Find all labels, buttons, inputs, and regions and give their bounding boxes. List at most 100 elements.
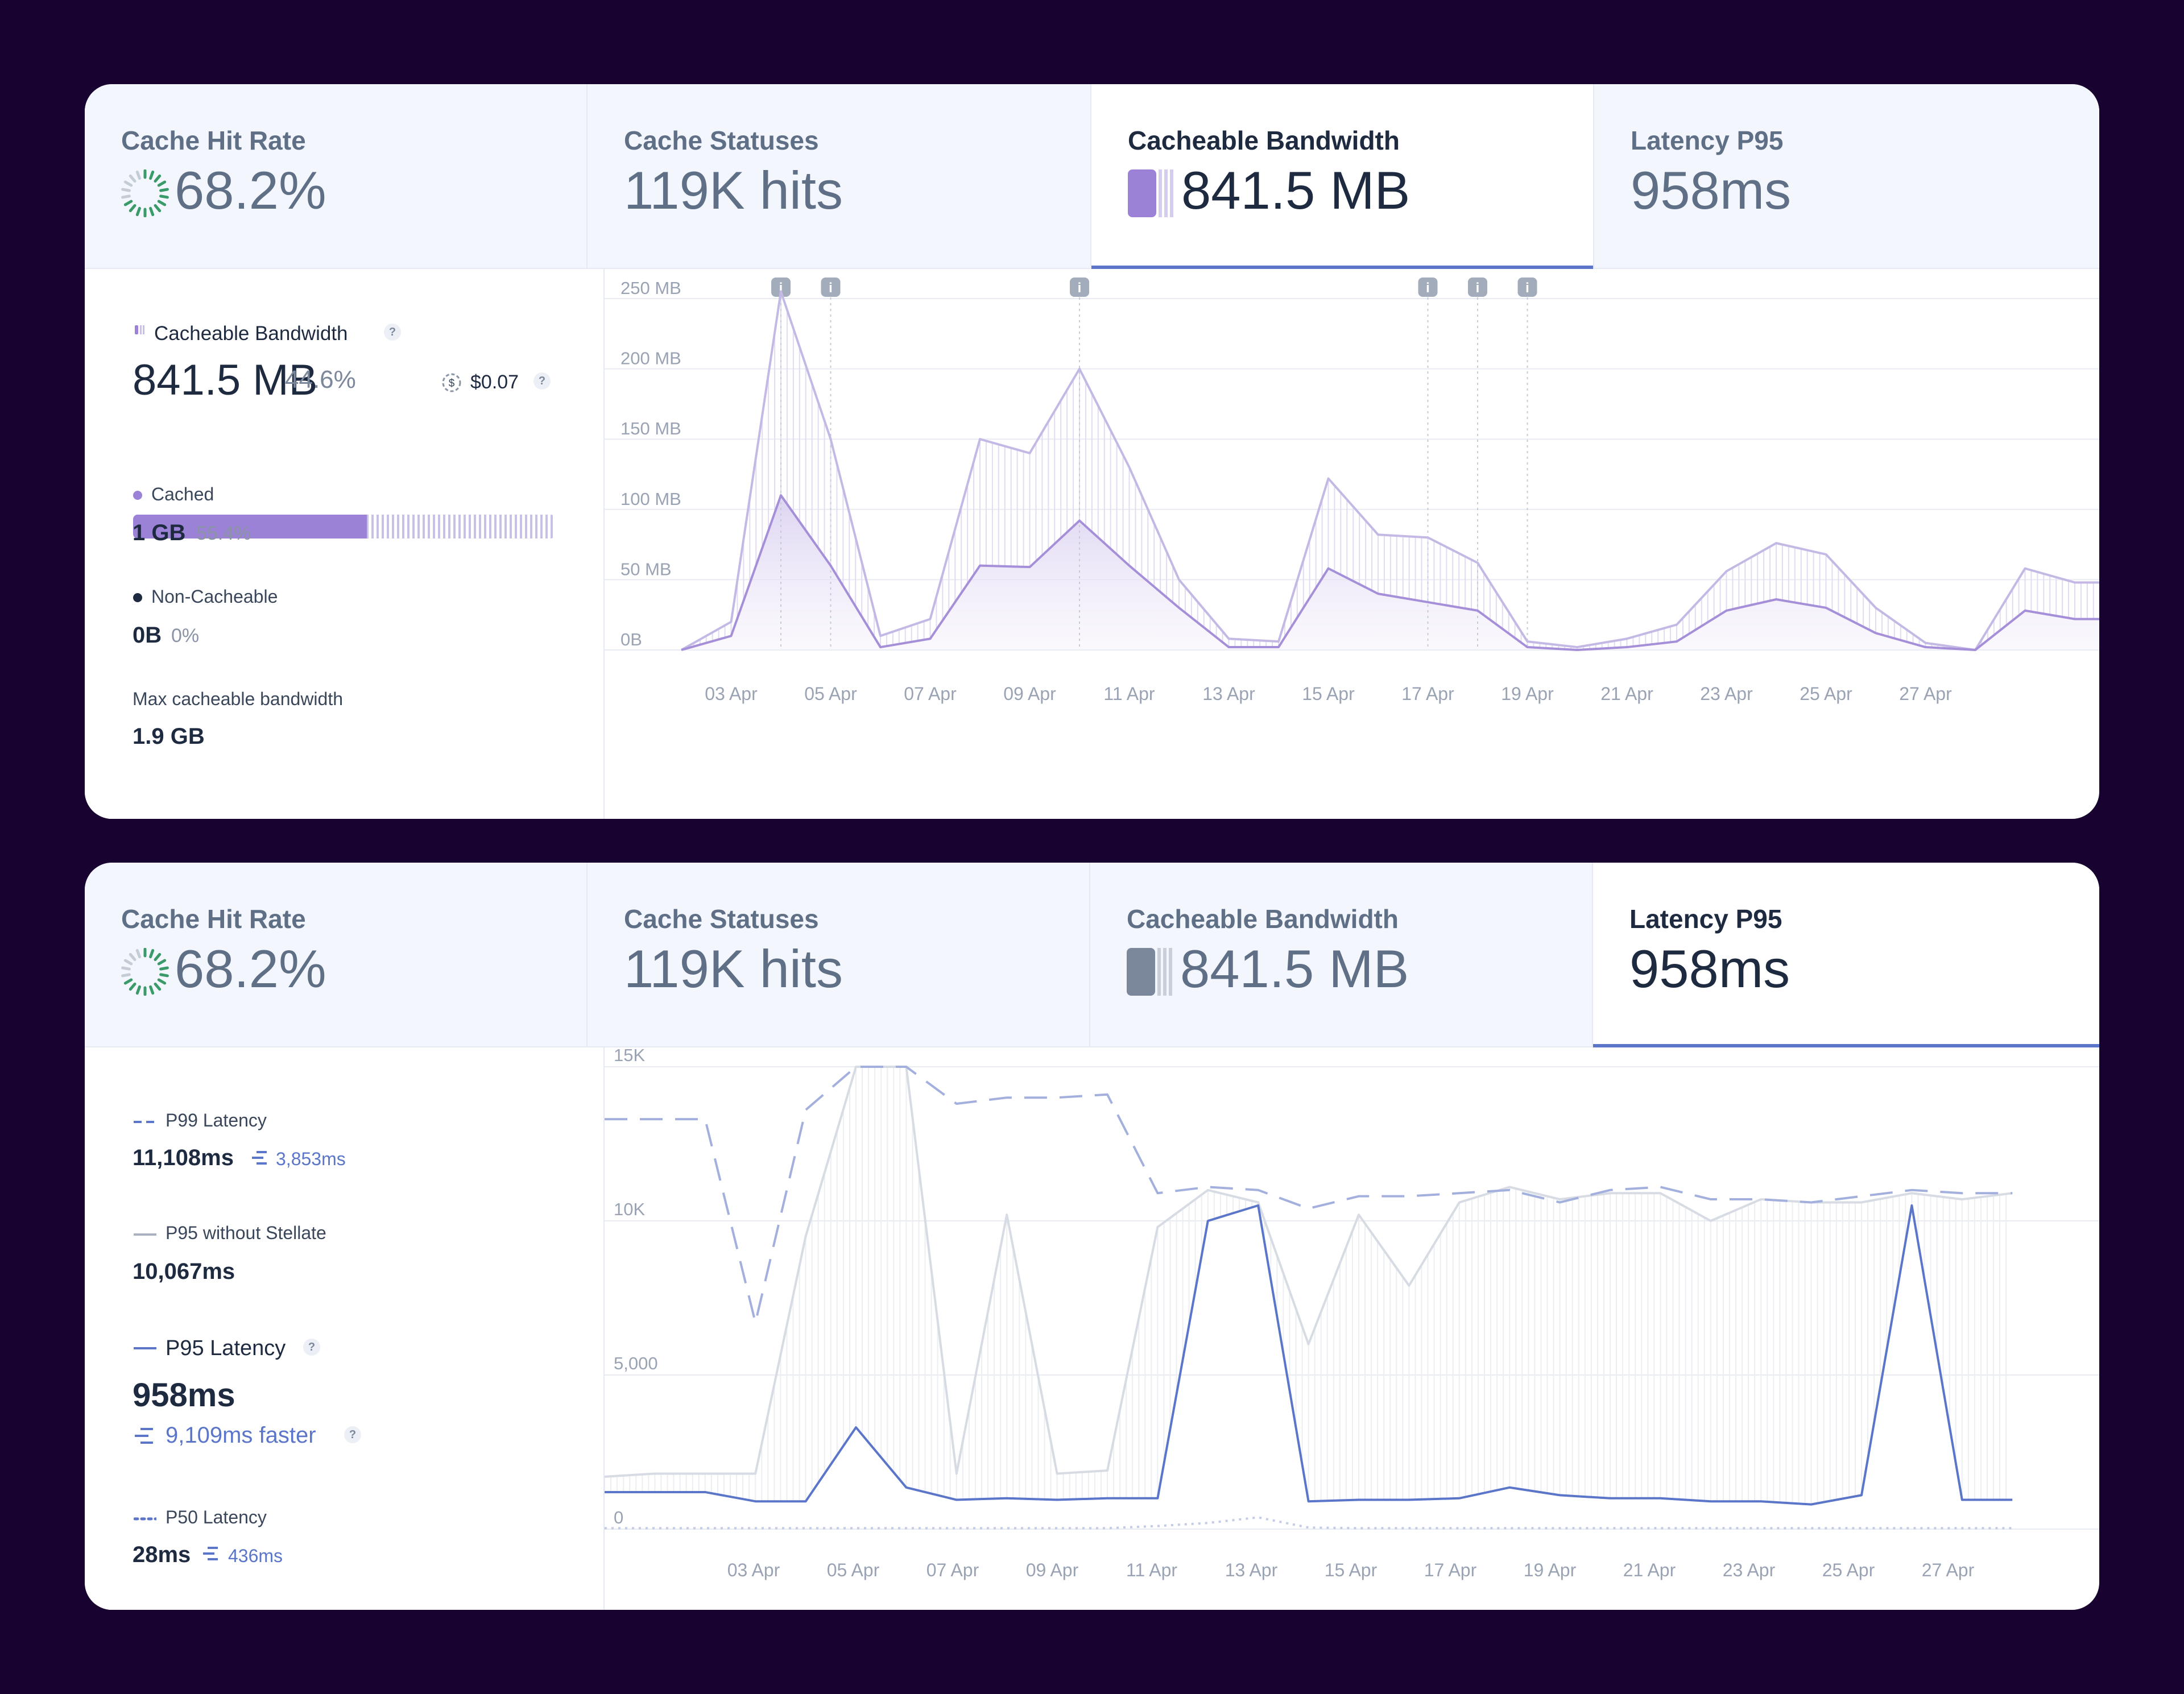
p95-without-label: P95 without Stellate (166, 1223, 326, 1243)
y-tick-label: 5,000 (614, 1353, 658, 1373)
p95-line-icon (134, 1347, 156, 1349)
p95-help-icon[interactable]: ? (303, 1339, 320, 1356)
annotation-marker-label: i (1525, 280, 1529, 296)
p99-label: P99 Latency (166, 1110, 267, 1130)
annotation-marker (821, 277, 841, 297)
noncache-pct: 0% (171, 625, 200, 647)
hit-rate-ring-icon (121, 169, 169, 217)
tab-value: 68.2% (175, 939, 326, 999)
x-tick-label: 09 Apr (1003, 684, 1056, 704)
ring-segment (121, 188, 131, 192)
ring-segment (135, 985, 141, 995)
ring-segment (154, 174, 162, 183)
annotation-marker (1517, 277, 1537, 297)
tab-title: Cacheable Bandwidth (1128, 126, 1400, 155)
x-tick-label: 21 Apr (1623, 1560, 1676, 1580)
p95-label: P95 Latency (166, 1336, 286, 1360)
annotation-marker (1468, 277, 1487, 297)
cached-value: 1 GB (133, 520, 186, 545)
p95-value: 958ms (133, 1377, 235, 1414)
ring-segment (123, 200, 133, 206)
tab-cacheable-bandwidth[interactable]: Cacheable Bandwidth 841.5 MB (1091, 84, 1594, 269)
tab-latency-p95[interactable]: Latency P95 958ms (1593, 863, 2099, 1047)
cached-pct: 55.4% (196, 523, 251, 544)
x-tick-label: 09 Apr (1026, 1560, 1079, 1580)
tab-title: Latency P95 (1631, 126, 1784, 155)
cost-icon: $ (440, 371, 463, 397)
bandwidth-summary: Cacheable Bandwidth ? 841.5 MB 44.6% $ $… (85, 269, 605, 819)
tab-cacheable-bandwidth[interactable]: Cacheable Bandwidth 841.5 MB (1090, 863, 1593, 1046)
ring-segment (157, 978, 167, 985)
summary-percent: 44.6% (285, 366, 356, 394)
annotation-marker (771, 277, 791, 297)
annotation-marker-label: i (1476, 280, 1480, 296)
y-tick-label: 250 MB (621, 278, 681, 298)
ring-segment (159, 194, 169, 199)
bandwidth-panel: Cache Hit Rate 68.2% Cache Statuses 119K… (85, 84, 2099, 819)
x-tick-label: 25 Apr (1800, 684, 1852, 704)
tab-latency-p95[interactable]: Latency P95 958ms (1594, 84, 2099, 268)
annotation-marker-label: i (829, 280, 833, 296)
p99-value: 11,108ms (133, 1145, 234, 1170)
x-tick-label: 23 Apr (1700, 684, 1753, 704)
tab-title: Cache Statuses (624, 126, 819, 155)
tab-cache-statuses[interactable]: Cache Statuses 119K hits (588, 84, 1091, 268)
tab-value: 68.2% (175, 160, 326, 220)
ring-segment (154, 982, 162, 991)
help-icon[interactable]: ? (384, 324, 401, 341)
cost-value: $0.07 (470, 371, 519, 393)
y-tick-label: 0 (614, 1507, 623, 1527)
ring-segment (149, 949, 155, 959)
ring-segment (157, 180, 167, 187)
tab-value: 119K hits (624, 939, 843, 999)
p99-delta: 3,853ms (276, 1149, 346, 1169)
total-bandwidth-line (681, 290, 2099, 651)
cached-dot (133, 491, 142, 500)
tab-cache-statuses[interactable]: Cache Statuses 119K hits (588, 863, 1090, 1046)
tab-cache-hit-rate[interactable]: Cache Hit Rate 68.2% (85, 84, 588, 268)
p95-latency-line (605, 1204, 2013, 1506)
ring-segment (157, 200, 167, 206)
metric-tabs: Cache Hit Rate 68.2% Cache Statuses 119K… (85, 863, 2099, 1047)
cached-progress-bar (133, 515, 555, 539)
ring-segment (157, 959, 167, 966)
x-tick-label: 17 Apr (1424, 1560, 1477, 1580)
tab-cache-hit-rate[interactable]: Cache Hit Rate 68.2% (85, 863, 588, 1046)
summary-title: Cacheable Bandwidth (154, 322, 348, 345)
cost-help-icon[interactable]: ? (533, 372, 551, 390)
annotation-marker-label: i (1078, 280, 1082, 296)
y-tick-label: 10K (614, 1199, 645, 1219)
annotation-marker (1418, 277, 1438, 297)
bandwidth-chart[interactable]: 250 MB 200 MB 150 MB 100 MB 50 MB 0B 03 Apr 05 … (605, 269, 2099, 819)
p95-without-value: 10,067ms (133, 1259, 235, 1284)
ring-segment (121, 973, 131, 978)
cached-bandwidth-line (681, 494, 2099, 651)
noncache-dot (133, 593, 142, 602)
tab-value: 841.5 MB (1181, 160, 1410, 220)
active-tab-underline (1091, 266, 1593, 269)
latency-chart-svg: 15K 10K 5,000 0 03 Apr 05 Apr 07 Apr 09 Apr 11 A… (604, 1045, 2099, 1580)
x-tick-label: 17 Apr (1401, 684, 1454, 704)
faster-help-icon[interactable]: ? (344, 1426, 361, 1443)
y-tick-label: 50 MB (621, 559, 672, 579)
x-tick-label: 27 Apr (1922, 1560, 1975, 1580)
annotation-marker-label: i (1426, 280, 1430, 296)
x-tick-label: 07 Apr (904, 684, 957, 704)
p50-dotted-line-icon (134, 1517, 156, 1521)
ring-segment (129, 952, 136, 962)
cached-label: Cached (151, 484, 214, 504)
active-tab-underline (1593, 1044, 2099, 1047)
ring-segment (123, 180, 133, 187)
x-tick-label: 13 Apr (1225, 1560, 1278, 1580)
latency-chart[interactable]: 15K 10K 5,000 0 03 Apr 05 Apr 07 Apr 09 Apr 11 A… (604, 1045, 2099, 1610)
compare-icon (252, 1151, 267, 1165)
p50-label: P50 Latency (166, 1507, 267, 1527)
x-tick-label: 11 Apr (1103, 684, 1155, 704)
ring-segment (154, 204, 162, 213)
x-tick-label: 25 Apr (1822, 1560, 1875, 1580)
annotation-marker (1070, 277, 1089, 297)
y-tick-label: 150 MB (621, 419, 681, 438)
annotation-marker-label: i (779, 280, 783, 296)
max-bandwidth-label: Max cacheable bandwidth (133, 689, 344, 709)
p50-value: 28ms (133, 1542, 191, 1567)
